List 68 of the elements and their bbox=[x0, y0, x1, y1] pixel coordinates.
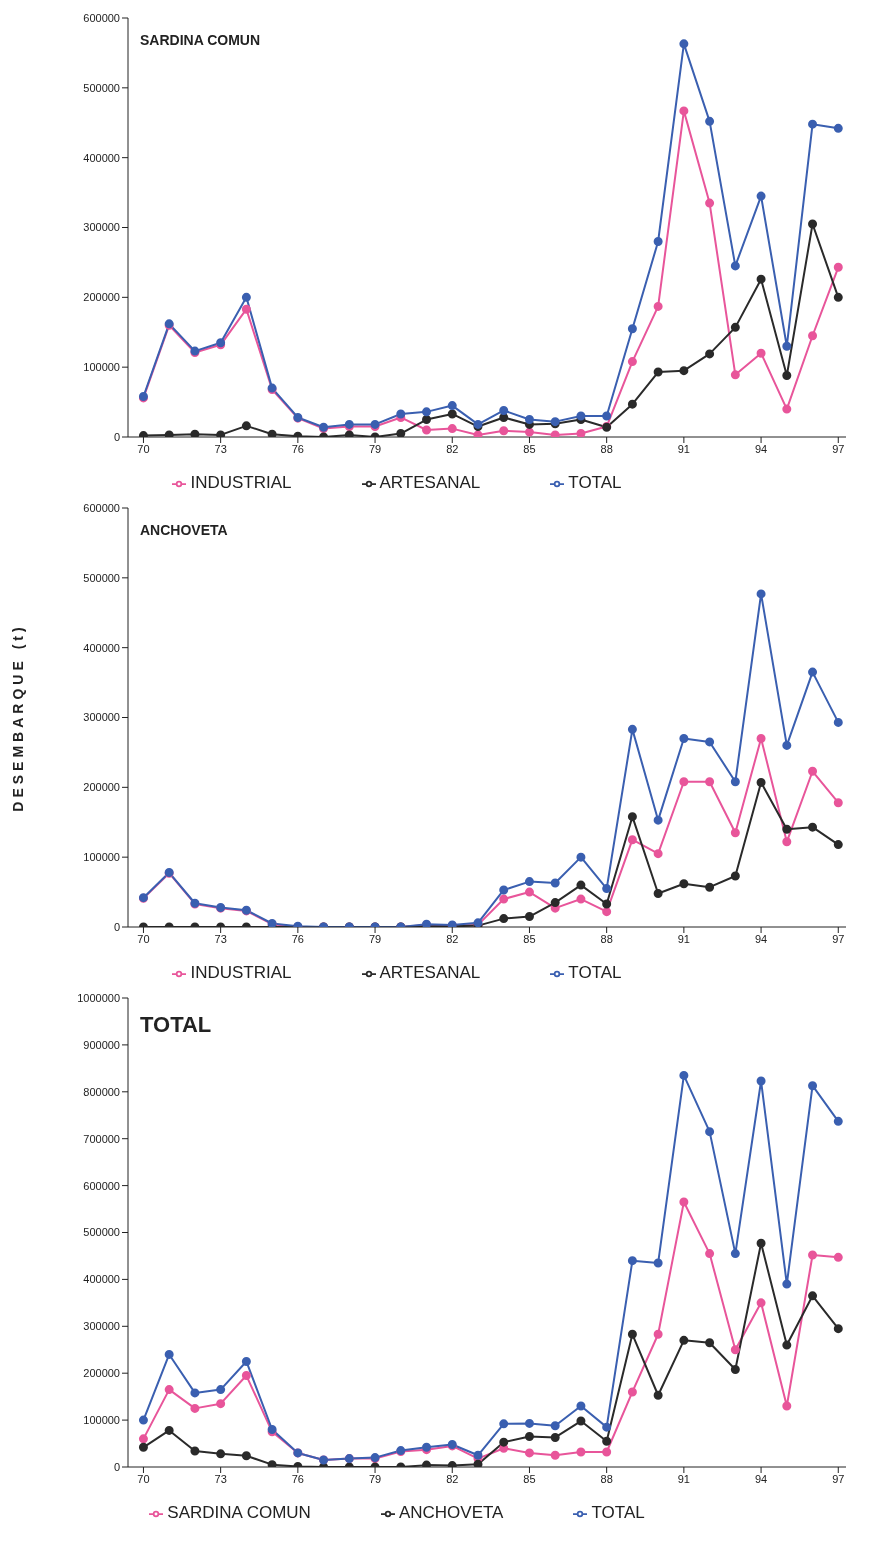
x-tick-label: 91 bbox=[677, 442, 690, 455]
x-tick-label: 88 bbox=[600, 442, 613, 455]
y-tick-label: 600000 bbox=[83, 11, 120, 24]
x-tick-label: 97 bbox=[832, 1472, 845, 1485]
x-tick-label: 82 bbox=[446, 932, 459, 945]
y-tick-label: 200000 bbox=[83, 1367, 120, 1380]
y-tick-label: 700000 bbox=[83, 1132, 120, 1145]
y-tick-label: 400000 bbox=[83, 641, 120, 654]
x-tick-label: 97 bbox=[832, 442, 845, 455]
legend-label: ANCHOVETA bbox=[398, 1503, 504, 1522]
x-tick-label: 73 bbox=[214, 932, 227, 945]
x-tick-label: 79 bbox=[368, 1472, 382, 1485]
x-tick-label: 85 bbox=[523, 932, 536, 945]
x-tick-label: 76 bbox=[291, 932, 304, 945]
x-tick-label: 85 bbox=[523, 1472, 536, 1485]
y-tick-label: 300000 bbox=[83, 711, 120, 724]
y-tick-label: 200000 bbox=[83, 781, 120, 794]
y-tick-label: 500000 bbox=[83, 81, 120, 94]
x-tick-label: 94 bbox=[754, 442, 768, 455]
y-tick-label: 400000 bbox=[83, 1273, 120, 1286]
x-tick-label: 76 bbox=[291, 1472, 304, 1485]
x-tick-label: 79 bbox=[368, 932, 382, 945]
legend-label: TOTAL bbox=[568, 473, 622, 492]
x-tick-label: 91 bbox=[677, 932, 690, 945]
y-tick-label: 600000 bbox=[83, 1179, 120, 1192]
x-tick-label: 94 bbox=[754, 932, 768, 945]
y-tick-label: 500000 bbox=[83, 1226, 120, 1239]
y-tick-label: 1000000 bbox=[77, 991, 120, 1004]
x-tick-label: 70 bbox=[137, 442, 150, 455]
y-axis-title: DESEMBARQUE (t) bbox=[9, 623, 26, 812]
y-tick-label: 0 bbox=[113, 430, 120, 443]
y-tick-label: 800000 bbox=[83, 1085, 120, 1098]
y-tick-label: 100000 bbox=[83, 1414, 120, 1427]
y-tick-label: 400000 bbox=[83, 151, 120, 164]
y-tick-label: 600000 bbox=[83, 501, 120, 514]
x-tick-label: 70 bbox=[137, 932, 150, 945]
legend-label: INDUSTRIAL bbox=[190, 473, 292, 492]
x-tick-label: 76 bbox=[291, 442, 304, 455]
legend-label: ARTESANAL bbox=[379, 963, 481, 982]
text: ANCHOVETA bbox=[140, 522, 228, 538]
x-tick-label: 70 bbox=[137, 1472, 150, 1485]
legend-label: TOTAL bbox=[591, 1503, 645, 1522]
y-tick-label: 0 bbox=[113, 920, 120, 933]
x-tick-label: 97 bbox=[832, 932, 845, 945]
y-tick-label: 300000 bbox=[83, 221, 120, 234]
x-tick-label: 73 bbox=[214, 1472, 227, 1485]
y-tick-label: 900000 bbox=[83, 1038, 120, 1051]
x-tick-label: 82 bbox=[446, 442, 459, 455]
legend-label: SARDINA COMUN bbox=[167, 1503, 311, 1522]
y-tick-label: 100000 bbox=[83, 361, 120, 374]
x-tick-label: 73 bbox=[214, 442, 227, 455]
x-tick-label: 94 bbox=[754, 1472, 768, 1485]
text: TOTAL bbox=[140, 1012, 212, 1038]
text: SARDINA COMUN bbox=[140, 32, 261, 48]
x-tick-label: 88 bbox=[600, 1472, 613, 1485]
legend-label: ARTESANAL bbox=[379, 473, 481, 492]
x-tick-label: 91 bbox=[677, 1472, 690, 1485]
y-tick-label: 200000 bbox=[83, 291, 120, 304]
x-tick-label: 88 bbox=[600, 932, 613, 945]
x-tick-label: 82 bbox=[446, 1472, 459, 1485]
y-tick-label: 500000 bbox=[83, 571, 120, 584]
y-tick-label: 300000 bbox=[83, 1320, 120, 1333]
y-tick-label: 100000 bbox=[83, 851, 120, 864]
legend-label: TOTAL bbox=[568, 963, 622, 982]
x-tick-label: 85 bbox=[523, 442, 536, 455]
x-tick-label: 79 bbox=[368, 442, 382, 455]
y-tick-label: 0 bbox=[113, 1460, 120, 1473]
legend-label: INDUSTRIAL bbox=[190, 963, 292, 982]
